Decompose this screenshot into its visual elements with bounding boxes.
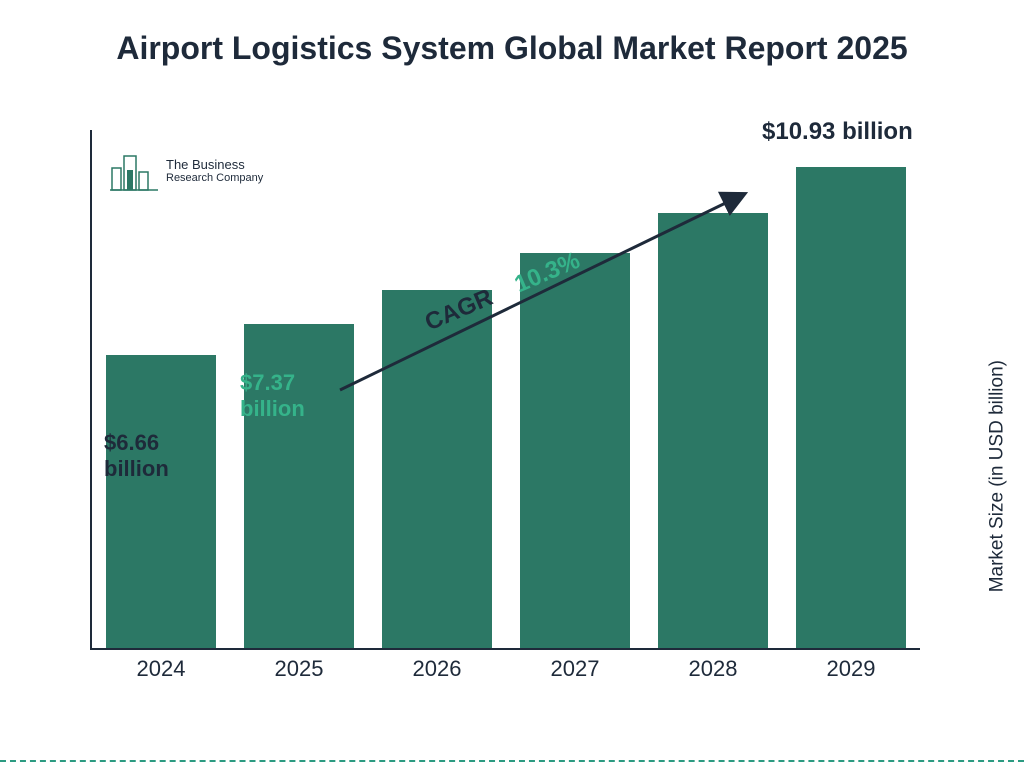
x-axis-label: 2027	[515, 656, 635, 682]
bar	[796, 167, 906, 648]
x-axis-label: 2025	[239, 656, 359, 682]
y-axis-label: Market Size (in USD billion)	[986, 360, 1008, 592]
bar-wrap: 2027	[515, 253, 635, 648]
bar-value-label: $7.37billion	[240, 370, 305, 423]
bar	[106, 355, 216, 648]
bar-wrap: 2029	[791, 167, 911, 648]
x-axis-label: 2026	[377, 656, 497, 682]
x-axis-label: 2028	[653, 656, 773, 682]
x-axis-label: 2024	[101, 656, 221, 682]
bar	[520, 253, 630, 648]
bar	[382, 290, 492, 648]
x-axis-label: 2029	[791, 656, 911, 682]
bar-value-label: $6.66billion	[104, 430, 169, 483]
bar-wrap: 2026	[377, 290, 497, 648]
bar-value-label: $10.93 billion	[762, 118, 913, 147]
bar-wrap: 2028	[653, 213, 773, 648]
bar	[658, 213, 768, 648]
bar-wrap: 2024	[101, 355, 221, 648]
bottom-divider	[0, 760, 1024, 762]
bars-container: 202420252026202720282029	[90, 130, 920, 650]
chart-title: Airport Logistics System Global Market R…	[0, 28, 1024, 68]
bar-chart: 202420252026202720282029	[90, 130, 920, 690]
